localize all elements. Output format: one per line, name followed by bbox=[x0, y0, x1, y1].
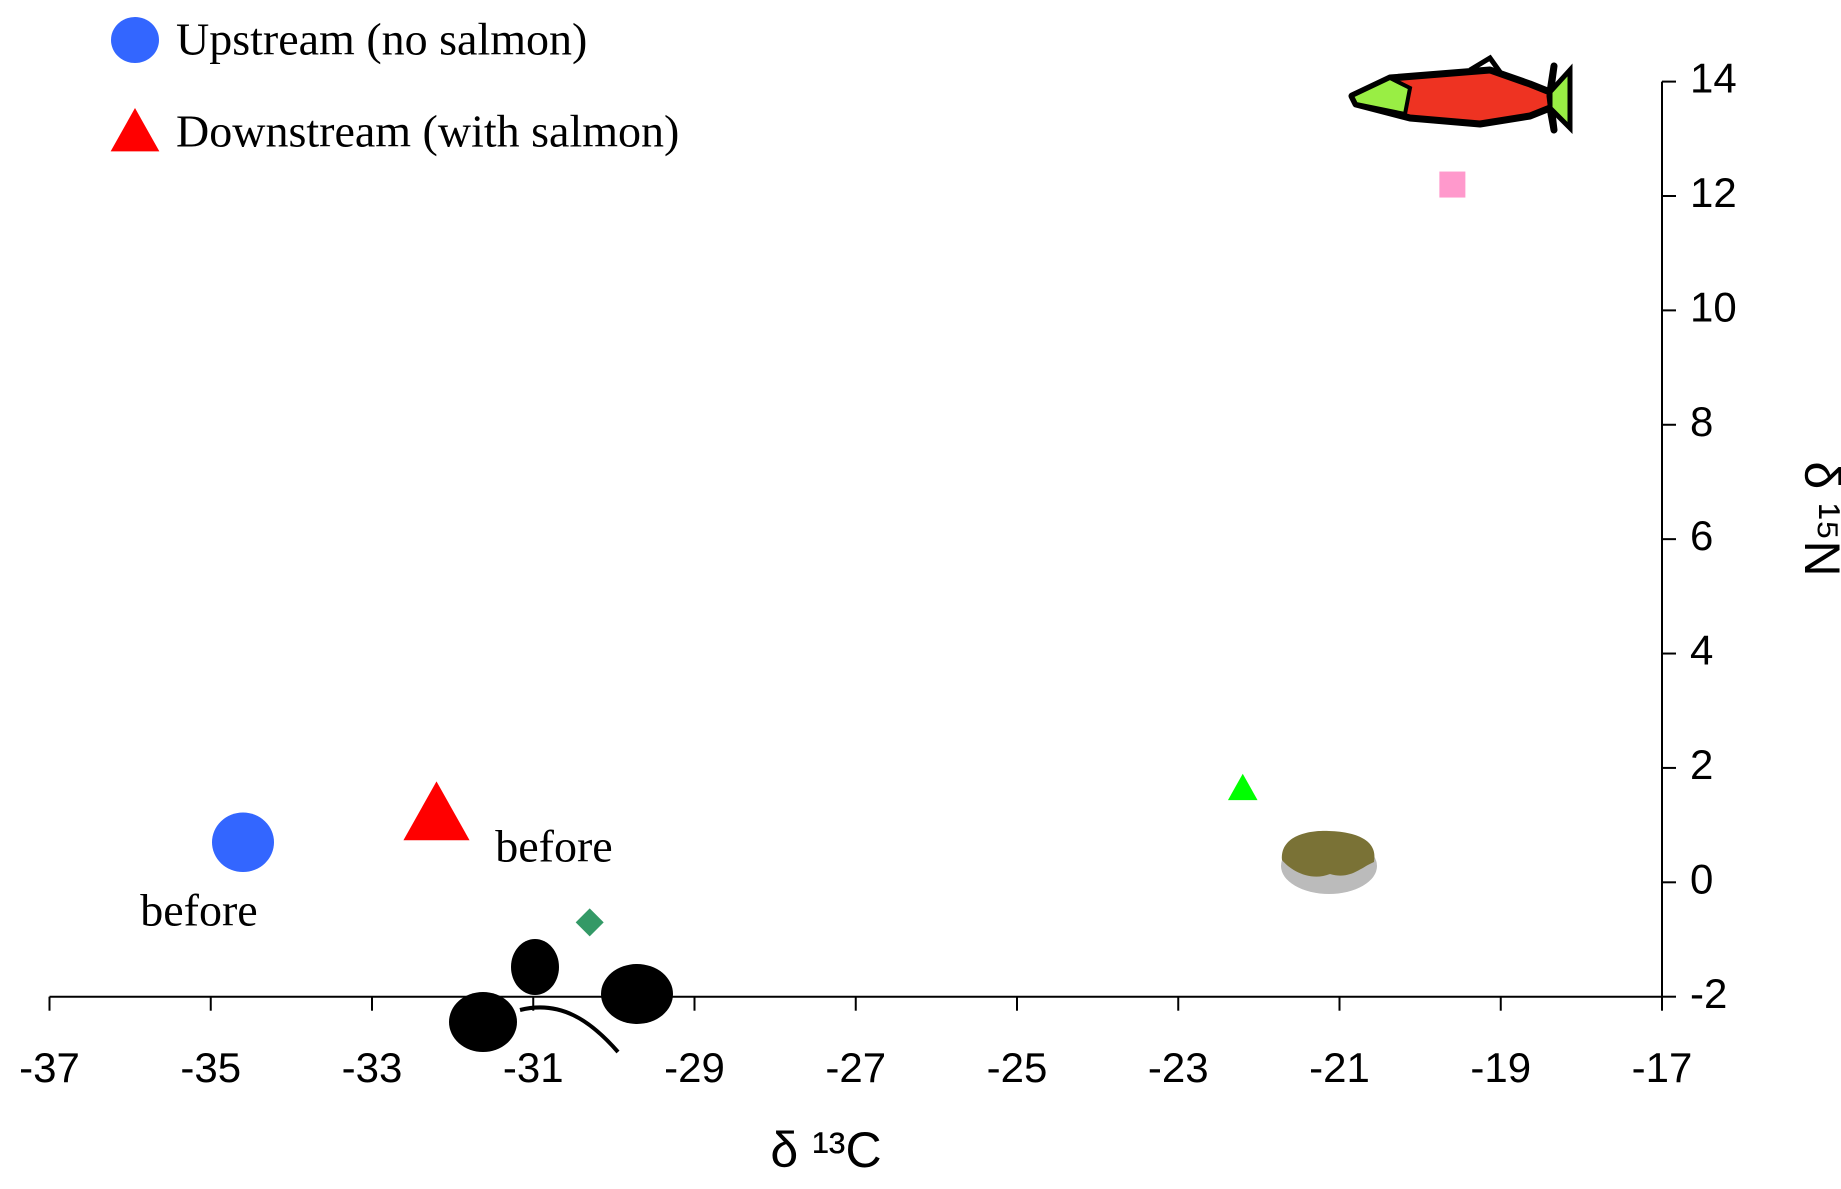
x-tick-label: -21 bbox=[1309, 1044, 1370, 1091]
biofilm-icon bbox=[1281, 831, 1377, 894]
y-tick-label: 12 bbox=[1690, 169, 1737, 216]
x-tick-label: -27 bbox=[825, 1044, 886, 1091]
salmon-icon bbox=[1352, 58, 1570, 130]
x-tick-label: -23 bbox=[1148, 1044, 1209, 1091]
legend-label: Upstream (no salmon) bbox=[176, 14, 587, 65]
y-tick-label: 2 bbox=[1690, 741, 1713, 788]
annotation: before bbox=[140, 885, 257, 936]
leaves-icon bbox=[449, 939, 673, 1052]
point bbox=[1228, 774, 1258, 800]
legend-marker bbox=[111, 17, 159, 63]
y-tick-label: 4 bbox=[1690, 627, 1713, 674]
x-tick-label: -19 bbox=[1470, 1044, 1531, 1091]
chart: before before δ ¹³C δ ¹⁵N -37 -35 -33 -31 -2… bbox=[0, 0, 1841, 1189]
legend-marker bbox=[111, 108, 160, 151]
legend-label: Downstream (with salmon) bbox=[176, 106, 679, 157]
point bbox=[1439, 172, 1465, 198]
y-tick-label: 0 bbox=[1690, 855, 1713, 902]
y-tick-label: 10 bbox=[1690, 283, 1737, 330]
y-axis-title: δ ¹⁵N bbox=[1794, 461, 1841, 576]
y-tick-label: 14 bbox=[1690, 55, 1737, 102]
point bbox=[403, 781, 469, 840]
y-tick-label: 6 bbox=[1690, 512, 1713, 559]
x-tick-label: -33 bbox=[342, 1044, 403, 1091]
x-tick-label: -37 bbox=[19, 1044, 80, 1091]
x-tick-label: -17 bbox=[1632, 1044, 1693, 1091]
x-tick-label: -31 bbox=[503, 1044, 564, 1091]
x-tick-label: -35 bbox=[180, 1044, 241, 1091]
x-axis-title: δ ¹³C bbox=[770, 1122, 881, 1178]
x-tick-label: -25 bbox=[987, 1044, 1048, 1091]
y-tick-label: -2 bbox=[1690, 970, 1727, 1017]
point bbox=[576, 908, 604, 936]
y-tick-label: 8 bbox=[1690, 398, 1713, 445]
x-tick-label: -29 bbox=[664, 1044, 725, 1091]
point bbox=[212, 813, 274, 873]
annotation: before bbox=[495, 821, 612, 872]
